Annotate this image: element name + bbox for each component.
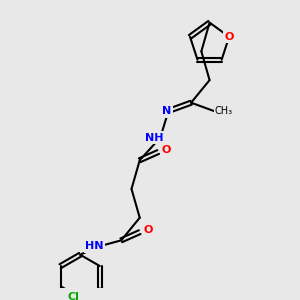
Text: O: O xyxy=(162,145,171,155)
Text: CH₃: CH₃ xyxy=(215,106,233,116)
Text: Cl: Cl xyxy=(67,292,79,300)
Text: N: N xyxy=(162,106,171,116)
Text: NH: NH xyxy=(145,133,164,142)
Text: O: O xyxy=(143,225,153,235)
Text: O: O xyxy=(224,32,234,42)
Text: HN: HN xyxy=(85,242,104,251)
